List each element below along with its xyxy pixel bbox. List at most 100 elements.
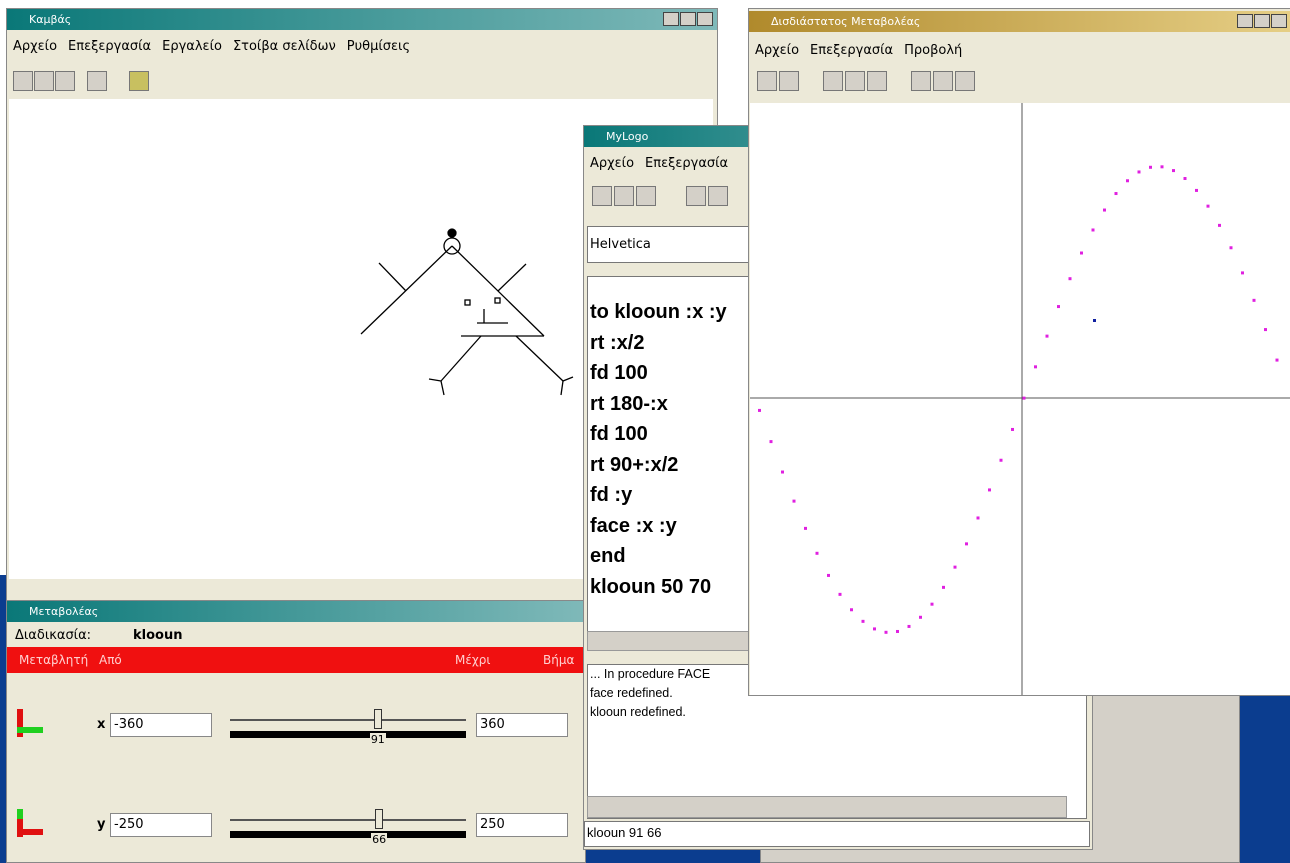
command-text: klooun 91 66 xyxy=(587,825,662,840)
plot-dot xyxy=(942,585,945,589)
plot-dot xyxy=(1045,334,1049,338)
tool-button[interactable] xyxy=(757,71,777,91)
plot-dot xyxy=(1183,177,1187,181)
tool-button[interactable] xyxy=(686,186,706,206)
window-title: Καμβάς xyxy=(29,13,72,26)
tool-button[interactable] xyxy=(933,71,953,91)
from-field[interactable]: -360 xyxy=(110,713,212,737)
plot-dot xyxy=(965,542,968,546)
procedure-label: Διαδικασία: xyxy=(15,628,92,643)
plot-dot xyxy=(988,488,991,492)
menu-item[interactable]: Επεξεργασία xyxy=(645,156,729,171)
plot-dot xyxy=(896,629,899,633)
tool-button[interactable] xyxy=(779,71,799,91)
turtle-button[interactable] xyxy=(129,71,149,91)
plot-dot xyxy=(1206,204,1210,208)
title-bar: Δισδιάστατος Μεταβολέας xyxy=(749,11,1290,32)
maximize-button[interactable] xyxy=(1254,14,1270,28)
from-field[interactable]: -250 xyxy=(110,813,212,837)
plot-dot xyxy=(1068,277,1072,281)
plot-dot xyxy=(769,440,773,444)
title-bar: Καμβάς xyxy=(7,9,717,30)
menu-item[interactable]: Αρχείο xyxy=(755,43,800,58)
menu-item[interactable]: Ρυθμίσεις xyxy=(346,39,411,54)
tool-button[interactable] xyxy=(614,186,634,206)
plot-dot xyxy=(1229,246,1233,250)
menu-bar: Αρχείο Επεξεργασία xyxy=(590,156,728,171)
plot-dot xyxy=(1241,271,1244,275)
to-value: 360 xyxy=(480,717,505,732)
plot-dot xyxy=(1114,192,1118,196)
close-button[interactable] xyxy=(1271,14,1287,28)
plot-dot xyxy=(1160,165,1164,169)
menu-bar: Αρχείο Επεξεργασία Προβολή xyxy=(755,43,962,58)
maximize-button[interactable] xyxy=(680,12,696,26)
tool-button[interactable] xyxy=(867,71,887,91)
plot-dot xyxy=(919,615,922,619)
tool-button[interactable] xyxy=(845,71,865,91)
minimize-button[interactable] xyxy=(663,12,679,26)
plot-dot xyxy=(815,551,819,555)
plot-dot xyxy=(884,630,888,634)
menu-item[interactable]: Επεξεργασία xyxy=(68,39,152,54)
menu-item[interactable]: Εργαλείο xyxy=(162,39,222,54)
tool-button[interactable] xyxy=(955,71,975,91)
plot-dot xyxy=(1172,169,1175,173)
slider-thumb[interactable] xyxy=(373,709,382,729)
tool-button[interactable] xyxy=(34,71,54,91)
tool-button[interactable] xyxy=(13,71,33,91)
slider-track xyxy=(230,719,466,721)
scrollbar xyxy=(587,796,1067,818)
menu-item[interactable]: Αρχείο xyxy=(13,39,58,54)
tool-button[interactable] xyxy=(911,71,931,91)
plot-dot xyxy=(907,624,911,628)
tool-button[interactable] xyxy=(708,186,728,206)
menu-item[interactable]: Προβολή xyxy=(904,43,963,58)
plot-dot xyxy=(1137,170,1141,174)
output-line: face redefined. xyxy=(590,686,673,700)
plot-dot xyxy=(1218,223,1221,227)
tool-button[interactable] xyxy=(636,186,656,206)
title-bar: Μεταβολέας xyxy=(7,601,585,622)
minimize-button[interactable] xyxy=(1237,14,1253,28)
code-line: rt 90+:x/2 xyxy=(590,453,679,476)
tool-button[interactable] xyxy=(87,71,107,91)
window-title: Μεταβολέας xyxy=(29,605,99,618)
close-button[interactable] xyxy=(697,12,713,26)
plot-dot xyxy=(1126,179,1129,183)
slider-value: 91 xyxy=(369,733,386,746)
code-line: rt 180-:x xyxy=(590,392,668,415)
slider-thumb[interactable] xyxy=(375,809,384,829)
plot-dot xyxy=(1103,208,1106,212)
plot-dot xyxy=(953,565,957,569)
font-name: Helvetica xyxy=(590,237,651,252)
icon-part xyxy=(17,709,23,737)
tool-button[interactable] xyxy=(592,186,612,206)
code-line: face :x :y xyxy=(590,514,677,537)
plot-dot xyxy=(1149,165,1152,169)
plot-dot xyxy=(1275,358,1279,362)
menu-item[interactable]: Στοίβα σελίδων xyxy=(232,39,336,54)
tool-button[interactable] xyxy=(55,71,75,91)
code-line: fd 100 xyxy=(590,362,648,384)
from-value: -250 xyxy=(114,817,144,832)
tool-button[interactable] xyxy=(823,71,843,91)
code-line: to klooun :x :y xyxy=(590,301,727,323)
variable-name: x xyxy=(97,717,106,732)
command-input[interactable]: klooun 91 66 xyxy=(584,821,1090,847)
output-line: klooun redefined. xyxy=(590,705,686,719)
plot-dot xyxy=(827,573,830,577)
plot-dot xyxy=(850,608,853,612)
from-value: -360 xyxy=(114,717,144,732)
code-line: klooun 50 70 xyxy=(590,575,712,598)
menu-item[interactable]: Επεξεργασία xyxy=(810,43,894,58)
menu-item[interactable]: Αρχείο xyxy=(590,156,635,171)
plot-dot xyxy=(873,627,876,631)
plot-dot xyxy=(1034,365,1037,369)
to-field[interactable]: 250 xyxy=(476,813,568,837)
plot-dot xyxy=(1195,188,1198,192)
slider-track xyxy=(230,819,466,821)
to-field[interactable]: 360 xyxy=(476,713,568,737)
column-header: Βήμα xyxy=(543,653,575,667)
